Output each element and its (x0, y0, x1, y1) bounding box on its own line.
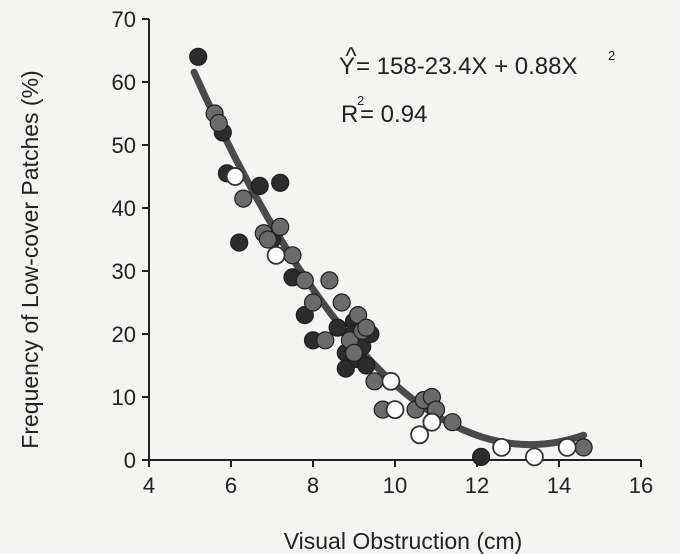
x-axis-title: Visual Obstruction (cm) (284, 528, 523, 554)
data-point-dark (472, 447, 491, 466)
x-tick-label: 8 (307, 473, 319, 498)
data-point-gray (295, 271, 314, 290)
r-squared-exponent: 2 (357, 93, 364, 108)
y-tick-label: 50 (112, 133, 136, 158)
data-point-dark (230, 233, 249, 252)
data-point-dark (189, 47, 208, 66)
data-point-dark (250, 176, 269, 195)
data-point-gray (320, 271, 339, 290)
data-point-gray (234, 189, 253, 208)
data-point-dark (295, 306, 314, 325)
r-squared-value: = 0.94 (360, 101, 427, 128)
data-point-open (225, 167, 245, 186)
data-point-gray (344, 343, 364, 362)
data-point-open (422, 412, 442, 432)
data-point-gray (271, 217, 290, 236)
y-tick-label: 70 (112, 7, 136, 32)
y-tick-label: 10 (112, 385, 136, 410)
data-point-gray (332, 293, 351, 312)
r-squared-label: R (341, 101, 358, 128)
data-point-open (492, 437, 512, 457)
data-point-gray (283, 246, 302, 265)
x-tick-label: 6 (225, 473, 237, 498)
equation-hat: ^ (345, 43, 357, 70)
data-point-gray (357, 318, 376, 337)
y-tick-label: 40 (112, 196, 136, 221)
data-point-gray (443, 413, 462, 432)
data-point-open (525, 447, 544, 467)
y-tick-label: 20 (112, 322, 136, 347)
data-point-dark (328, 318, 347, 337)
data-point-gray (209, 113, 228, 133)
data-point-open (266, 245, 286, 265)
data-point-dark (271, 173, 290, 192)
y-tick-label: 30 (112, 259, 136, 284)
x-tick-label: 10 (383, 473, 407, 498)
data-point-dark (336, 359, 355, 378)
equation-rhs: = 158-23.4X + 0.88X (356, 53, 578, 80)
data-point-open (381, 371, 401, 391)
data-point-gray (365, 372, 384, 391)
data-point-gray (303, 293, 323, 312)
data-point-open (410, 425, 430, 445)
equation-lhs: Y (339, 53, 355, 80)
x-tick-label: 4 (143, 473, 155, 498)
y-tick-label: 60 (112, 70, 136, 95)
data-point-open (385, 400, 405, 420)
x-tick-label: 16 (629, 473, 653, 498)
data-point-dark (357, 356, 376, 375)
x-tick-label: 12 (465, 473, 489, 498)
data-point-open (557, 437, 577, 457)
plot-area: 4 6 8 10 12 14 16 0 10 20 30 40 50 60 70 Visual Obstruc… (17, 7, 653, 554)
y-axis-title: Frequency of Low-cover Patches (%) (17, 70, 43, 448)
data-point-gray (316, 331, 335, 350)
x-tick-label: 14 (547, 473, 571, 498)
equation-exponent: 2 (608, 48, 615, 63)
data-point-gray (574, 438, 593, 457)
y-tick-label: 0 (124, 448, 136, 473)
data-point-gray (258, 230, 277, 249)
